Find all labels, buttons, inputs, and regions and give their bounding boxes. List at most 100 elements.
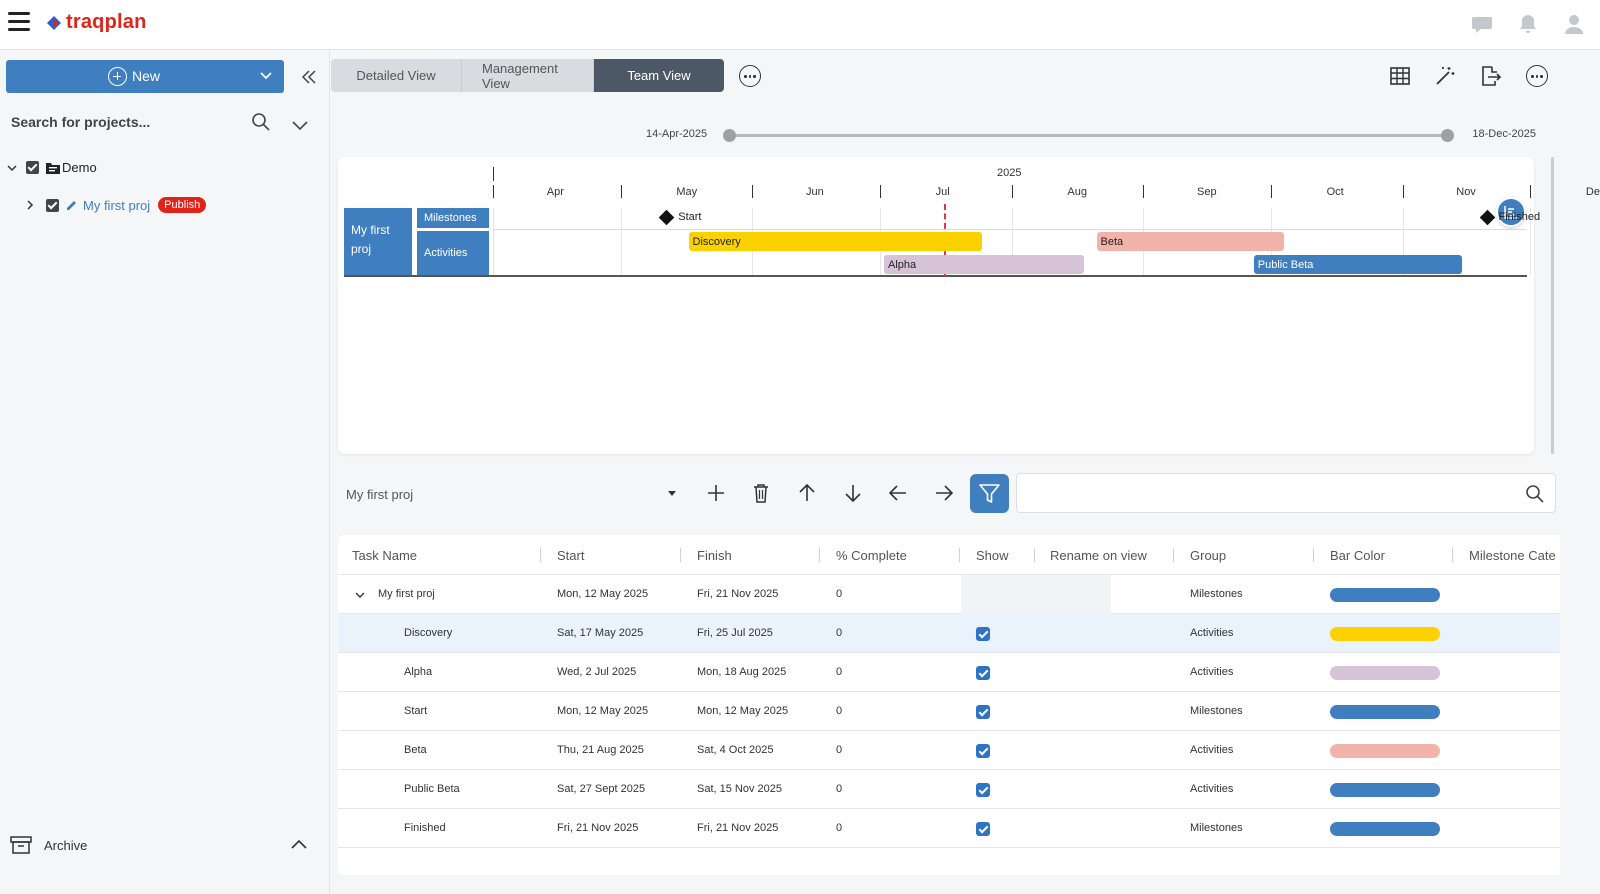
- gantt-scrollbar[interactable]: [1551, 157, 1554, 454]
- task-name-cell[interactable]: Alpha: [404, 666, 433, 678]
- milestone-marker[interactable]: Start: [658, 209, 701, 225]
- archive-section[interactable]: Archive: [10, 835, 320, 857]
- gantt-group-activities[interactable]: Activities: [417, 231, 489, 275]
- checkbox[interactable]: [46, 198, 59, 212]
- start-date-cell[interactable]: Fri, 21 Nov 2025: [557, 822, 639, 834]
- publish-badge[interactable]: Publish: [158, 197, 207, 213]
- checkbox[interactable]: [26, 161, 39, 174]
- column-divider[interactable]: [1173, 548, 1174, 562]
- date-range-slider[interactable]: 14-Apr-2025 18-Dec-2025: [646, 128, 1536, 144]
- export-icon[interactable]: [1478, 64, 1502, 88]
- delete-icon[interactable]: [750, 482, 772, 504]
- magic-wand-icon[interactable]: [1433, 64, 1457, 88]
- project-search-input[interactable]: Search for projects...: [11, 114, 151, 130]
- percent-complete-cell[interactable]: 0: [836, 705, 843, 717]
- table-icon[interactable]: [1388, 64, 1412, 88]
- chevron-down-icon[interactable]: [6, 162, 18, 174]
- show-checkbox[interactable]: [976, 666, 990, 680]
- task-name-cell[interactable]: Public Beta: [404, 783, 460, 795]
- bar-color-swatch[interactable]: [1330, 744, 1440, 758]
- task-name-cell[interactable]: Start: [404, 705, 428, 717]
- gantt-chart-icon[interactable]: [1496, 197, 1526, 227]
- gantt-bar[interactable]: Alpha: [884, 255, 1084, 274]
- chevron-up-icon[interactable]: [290, 836, 308, 854]
- column-divider[interactable]: [1313, 548, 1314, 562]
- group-cell[interactable]: Activities: [1190, 783, 1234, 795]
- finish-date-cell[interactable]: Fri, 25 Jul 2025: [697, 627, 773, 639]
- new-button[interactable]: New: [6, 60, 284, 93]
- chevron-right-icon[interactable]: [24, 199, 36, 211]
- show-checkbox[interactable]: [976, 783, 990, 797]
- column-header-group[interactable]: Group: [1190, 548, 1227, 563]
- collapse-sidebar-icon[interactable]: [300, 68, 318, 86]
- bar-color-swatch[interactable]: [1330, 666, 1440, 680]
- chevron-down-icon[interactable]: [354, 589, 366, 601]
- gantt-project-label[interactable]: My first proj: [344, 208, 412, 275]
- show-checkbox[interactable]: [976, 627, 990, 641]
- tree-item-demo[interactable]: Demo: [6, 160, 97, 175]
- show-checkbox[interactable]: [976, 822, 990, 836]
- column-header-finish[interactable]: Finish: [697, 548, 732, 563]
- tab-team-view[interactable]: Team View: [594, 59, 724, 92]
- column-header-bar-color[interactable]: Bar Color: [1330, 548, 1385, 563]
- bar-color-swatch[interactable]: [1330, 783, 1440, 797]
- logo[interactable]: traqplan: [46, 11, 147, 34]
- table-row[interactable]: Alpha Wed, 2 Jul 2025 Mon, 18 Aug 2025 0 Act…: [338, 653, 1560, 692]
- chevron-down-icon[interactable]: [258, 67, 274, 83]
- gantt-bar[interactable]: Discovery: [688, 232, 982, 251]
- tree-item-my-first-proj[interactable]: My first proj Publish: [24, 197, 207, 213]
- column-header-rename-on-view[interactable]: Rename on view: [1050, 548, 1147, 563]
- percent-complete-cell[interactable]: 0: [836, 822, 843, 834]
- gantt-group-milestones[interactable]: Milestones: [417, 208, 489, 228]
- task-name-cell[interactable]: Beta: [404, 744, 427, 756]
- group-cell[interactable]: Milestones: [1190, 588, 1243, 600]
- project-search[interactable]: Search for projects...: [11, 110, 321, 136]
- more-options-icon[interactable]: [1526, 65, 1548, 87]
- dropdown-arrow-icon[interactable]: [668, 491, 676, 496]
- group-cell[interactable]: Activities: [1190, 744, 1234, 756]
- start-date-cell[interactable]: Thu, 21 Aug 2025: [557, 744, 644, 756]
- column-divider[interactable]: [540, 548, 541, 562]
- table-row[interactable]: Beta Thu, 21 Aug 2025 Sat, 4 Oct 2025 0 Acti…: [338, 731, 1560, 770]
- bar-color-swatch[interactable]: [1330, 705, 1440, 719]
- outdent-icon[interactable]: [887, 482, 909, 504]
- group-cell[interactable]: Milestones: [1190, 822, 1243, 834]
- user-icon[interactable]: [1562, 12, 1586, 36]
- chat-icon[interactable]: [1470, 12, 1494, 36]
- task-name-cell[interactable]: Discovery: [404, 627, 453, 639]
- column-header-show[interactable]: Show: [976, 548, 1009, 563]
- indent-icon[interactable]: [933, 482, 955, 504]
- move-down-icon[interactable]: [842, 482, 864, 504]
- column-header-start[interactable]: Start: [557, 548, 585, 563]
- column-divider[interactable]: [1034, 548, 1035, 562]
- tree-item-label[interactable]: My first proj: [83, 197, 151, 213]
- finish-date-cell[interactable]: Fri, 21 Nov 2025: [697, 588, 779, 600]
- column-header-milestone-category[interactable]: Milestone Cate: [1469, 548, 1556, 563]
- finish-date-cell[interactable]: Sat, 4 Oct 2025: [697, 744, 774, 756]
- finish-date-cell[interactable]: Fri, 21 Nov 2025: [697, 822, 779, 834]
- group-cell[interactable]: Activities: [1190, 666, 1234, 678]
- percent-complete-cell[interactable]: 0: [836, 627, 843, 639]
- start-date-cell[interactable]: Wed, 2 Jul 2025: [557, 666, 637, 678]
- bar-color-swatch[interactable]: [1330, 627, 1440, 641]
- percent-complete-cell[interactable]: 0: [836, 783, 843, 795]
- finish-date-cell[interactable]: Mon, 12 May 2025: [697, 705, 789, 717]
- column-divider[interactable]: [819, 548, 820, 562]
- start-date-cell[interactable]: Mon, 12 May 2025: [557, 705, 649, 717]
- percent-complete-cell[interactable]: 0: [836, 666, 843, 678]
- milestone-marker[interactable]: Finished: [1479, 209, 1540, 225]
- finish-date-cell[interactable]: Sat, 15 Nov 2025: [697, 783, 783, 795]
- group-cell[interactable]: Activities: [1190, 627, 1234, 639]
- column-divider[interactable]: [959, 548, 960, 562]
- tab-detailed-view[interactable]: Detailed View: [331, 59, 462, 92]
- show-checkbox[interactable]: [976, 744, 990, 758]
- column-divider[interactable]: [1452, 548, 1453, 562]
- task-search-input[interactable]: [1016, 473, 1556, 513]
- bar-color-swatch[interactable]: [1330, 822, 1440, 836]
- table-row[interactable]: Finished Fri, 21 Nov 2025 Fri, 21 Nov 2025…: [338, 809, 1560, 848]
- percent-complete-cell[interactable]: 0: [836, 744, 843, 756]
- task-name-cell[interactable]: My first proj: [378, 588, 435, 600]
- pencil-icon[interactable]: [65, 199, 78, 212]
- more-options-icon[interactable]: [739, 65, 761, 87]
- percent-complete-cell[interactable]: 0: [836, 588, 843, 600]
